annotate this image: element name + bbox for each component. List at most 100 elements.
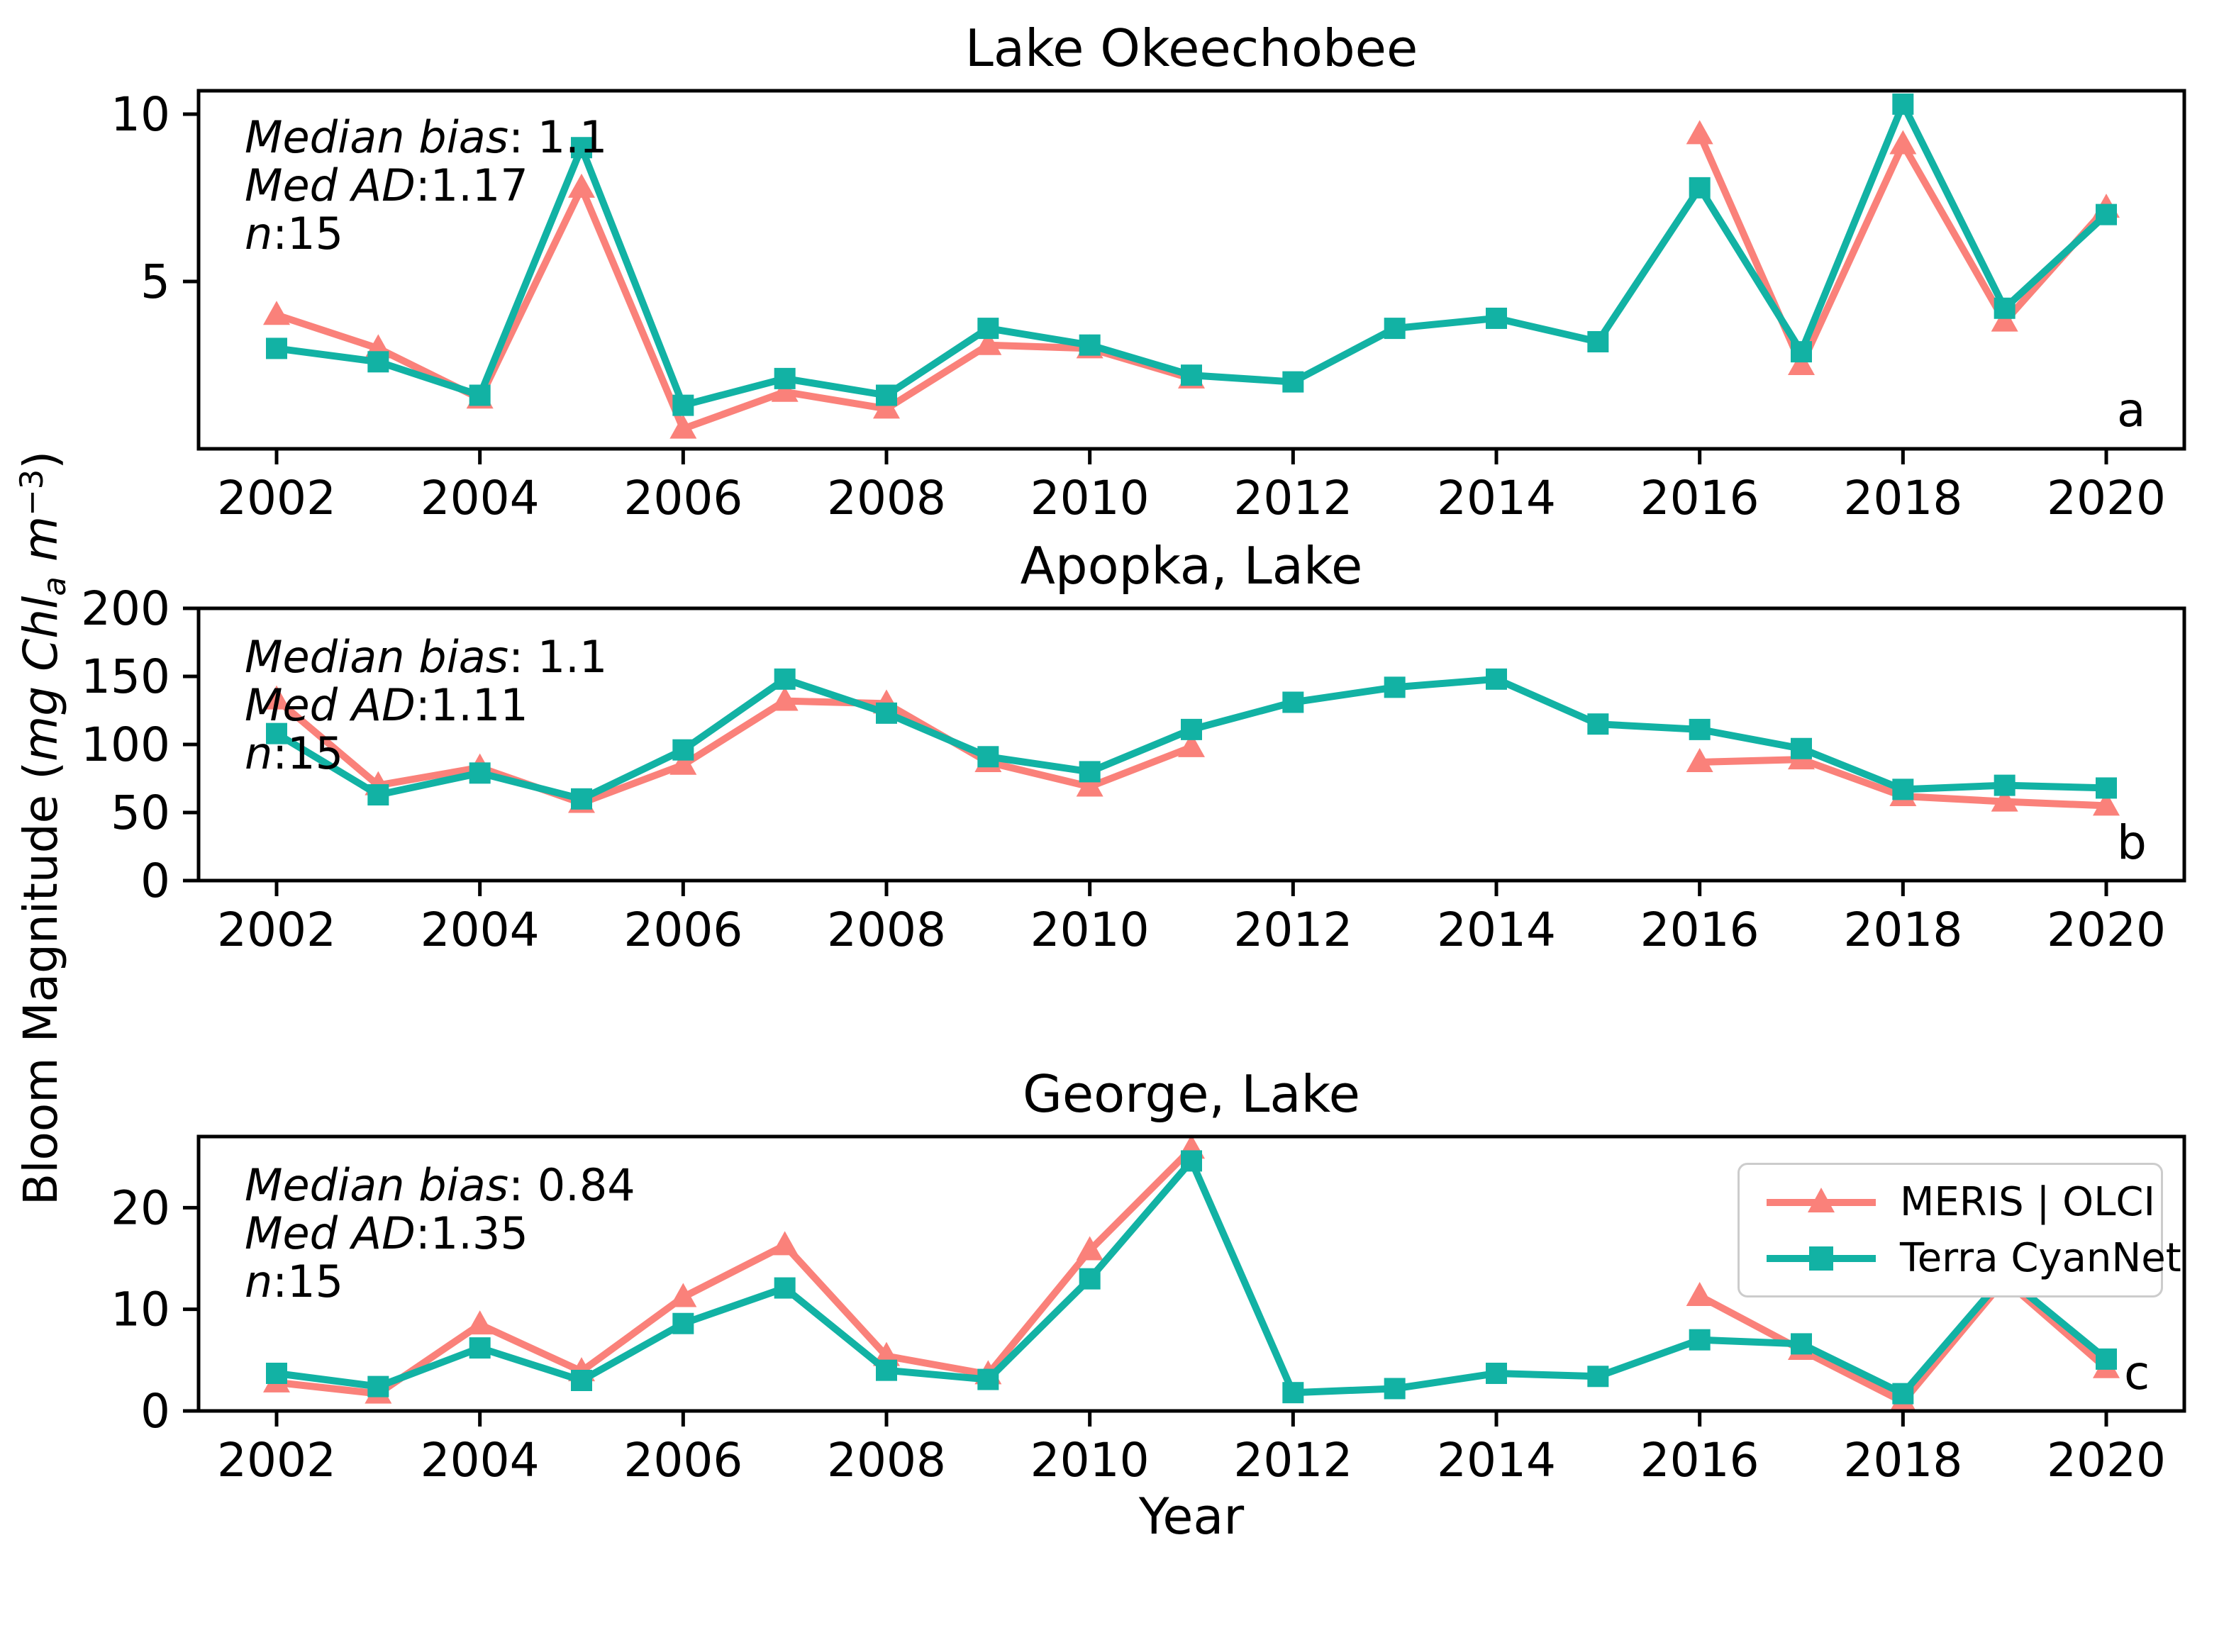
marker-square [469,762,491,784]
marker-triangle [669,414,697,439]
x-tick-label: 2004 [421,471,540,525]
x-tick-label: 2020 [2047,471,2166,525]
y-axis-label-exponent: −3 [13,469,50,516]
x-tick-label: 2006 [623,1433,743,1488]
marker-square [1384,318,1406,340]
marker-triangle [466,1310,494,1335]
marker-square [672,1312,694,1334]
x-tick-label: 2008 [827,1433,946,1488]
annotation-value: : 0.84 [508,1159,635,1211]
annotation-label: n [245,208,273,259]
x-tick-label: 2004 [421,903,540,957]
x-tick-label: 2012 [1233,903,1352,957]
panel-b-letter: b [2117,815,2147,870]
marker-triangle [568,173,595,198]
annotation-value: :1.17 [415,160,528,211]
marker-square [774,1277,796,1299]
x-tick-label: 2014 [1437,1433,1556,1488]
marker-square [1486,668,1507,690]
legend-meris-triangle [1808,1187,1835,1212]
marker-triangle [263,301,290,325]
marker-square [367,351,389,373]
panel-frame [196,1134,2186,1413]
marker-triangle [1991,307,2018,332]
annotation-label: Median bias [245,631,509,683]
x-tick-label: 2016 [1640,471,1759,525]
marker-square [1994,774,2015,796]
y-axis-label-meter: m [13,515,69,577]
marker-square [469,1337,491,1359]
x-tick-label: 2002 [217,1433,336,1488]
annotation-value: :15 [272,727,344,779]
annotation-line: Median bias: 1.1 [245,113,607,162]
x-tick-label: 2018 [1843,471,1962,525]
x-axis-label: Year [1138,1488,1245,1546]
marker-square [2096,777,2117,799]
legend-label-terra: Terra CyanNet [1900,1235,2181,1281]
marker-triangle [1686,1282,1713,1307]
marker-square [367,784,389,806]
marker-triangle [1788,351,1815,376]
marker-square [977,318,999,340]
marker-triangle [771,377,799,402]
marker-square [1791,341,1812,363]
x-tick-label: 2012 [1233,471,1352,525]
x-tick-label: 2016 [1640,1433,1759,1488]
marker-triangle [1076,1236,1103,1261]
y-axis-label-suffix: ) [13,450,69,469]
marker-square [672,394,694,416]
marker-square [1892,1383,1914,1405]
y-tick-label: 50 [111,786,170,840]
terra-line-marker-icon [1767,1246,1876,1271]
marker-square [1892,93,1914,115]
annotation-label: n [245,727,273,779]
x-tick-label: 2016 [1640,903,1759,957]
x-tick-label: 2008 [827,903,946,957]
marker-triangle [669,1283,697,1307]
y-axis-label-units: mg Chl [13,596,69,762]
marker-square [672,739,694,761]
marker-square [774,367,796,389]
x-tick-label: 2006 [623,471,743,525]
legend-entry-terra: Terra CyanNet [1761,1235,2181,1281]
marker-square [1791,737,1812,759]
marker-triangle [263,685,290,710]
marker-square [571,788,592,810]
marker-square [876,384,897,406]
marker-square [977,746,999,768]
annotation-label: Med AD [245,160,416,211]
marker-square [1791,1333,1812,1355]
panel-a-letter: a [2117,383,2146,437]
annotation-label: n [245,1256,273,1307]
annotation-line: n:15 [245,1258,635,1306]
y-axis-label-subscript: a [35,576,73,596]
marker-triangle [2093,791,2120,816]
legend-entry-meris: MERIS | OLCI [1761,1179,2161,1225]
x-tick-label: 2020 [2047,1433,2166,1488]
annotation-value: :1.11 [415,679,528,731]
annotation-line: Med AD:1.17 [245,162,607,210]
x-tick-label: 2008 [827,471,946,525]
marker-square [1486,1362,1507,1384]
y-tick-label: 20 [111,1181,170,1235]
x-tick-label: 2002 [217,471,336,525]
y-tick-label: 5 [140,255,170,309]
marker-square [1689,1329,1711,1351]
annotation-value: :1.35 [415,1207,528,1259]
x-tick-label: 2018 [1843,1433,1962,1488]
meris-line-marker-icon [1767,1187,1876,1212]
x-tick-label: 2014 [1437,471,1556,525]
panel-frame [196,606,2186,883]
x-tick-label: 2018 [1843,903,1962,957]
y-tick-label: 0 [140,854,170,908]
marker-triangle [873,394,900,419]
x-tick-label: 2010 [1030,1433,1150,1488]
y-axis-label-prefix: Bloom Magnitude ( [13,761,69,1206]
marker-square [1587,713,1609,735]
marker-square [1181,1150,1202,1172]
y-tick-label: 150 [81,649,170,704]
marker-square [367,1375,389,1397]
x-tick-label: 2014 [1437,903,1556,957]
y-tick-label: 10 [111,1283,170,1337]
